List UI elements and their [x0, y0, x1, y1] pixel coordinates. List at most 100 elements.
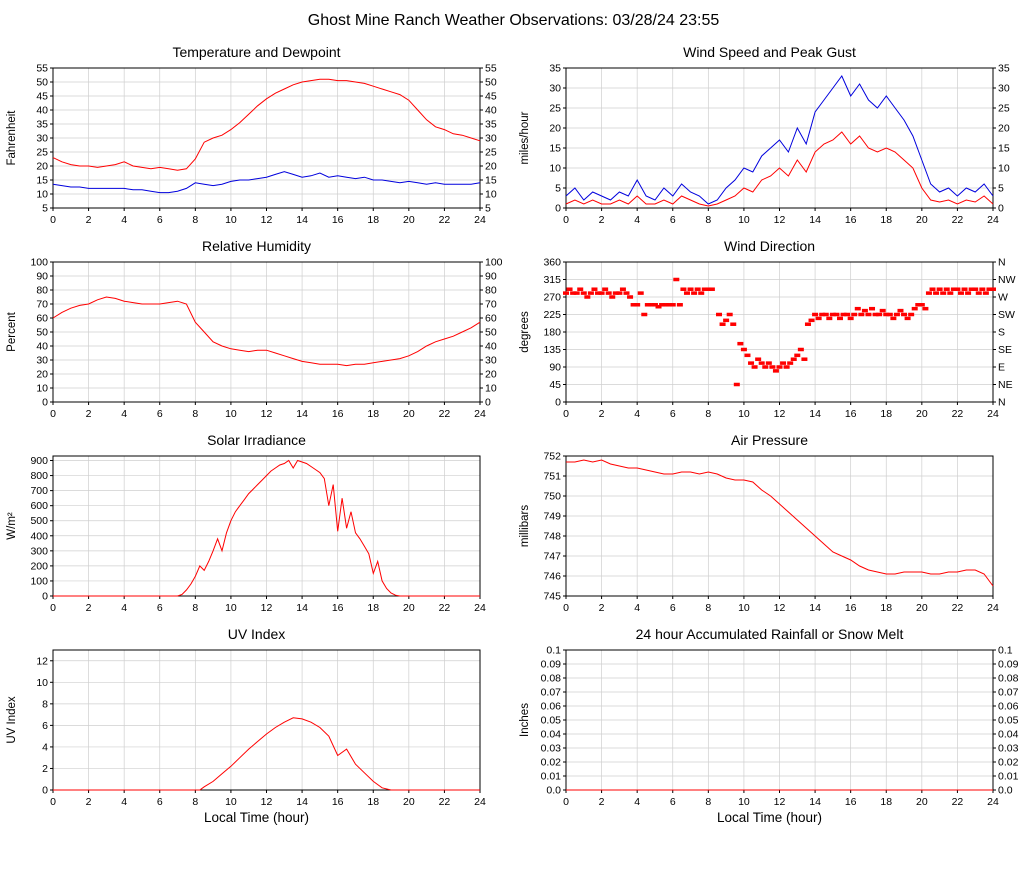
- svg-text:12: 12: [774, 602, 786, 614]
- svg-text:5: 5: [998, 183, 1004, 195]
- svg-text:15: 15: [998, 143, 1010, 155]
- svg-text:4: 4: [121, 214, 127, 226]
- svg-text:6: 6: [670, 408, 676, 420]
- svg-text:20: 20: [916, 408, 928, 420]
- svg-text:0: 0: [555, 397, 561, 409]
- svg-text:4: 4: [634, 602, 640, 614]
- svg-text:0: 0: [42, 591, 48, 603]
- svg-text:0: 0: [563, 214, 569, 226]
- svg-text:14: 14: [296, 796, 308, 808]
- svg-text:6: 6: [157, 214, 163, 226]
- svg-text:16: 16: [845, 408, 857, 420]
- svg-text:4: 4: [121, 408, 127, 420]
- svg-text:0.09: 0.09: [541, 659, 562, 671]
- svg-text:8: 8: [192, 408, 198, 420]
- svg-text:20: 20: [36, 369, 48, 381]
- svg-text:UV Index: UV Index: [6, 696, 18, 744]
- svg-text:35: 35: [36, 119, 48, 131]
- svg-text:40: 40: [485, 341, 497, 353]
- svg-text:0: 0: [50, 408, 56, 420]
- svg-text:18: 18: [880, 214, 892, 226]
- svg-text:10: 10: [998, 163, 1010, 175]
- svg-text:80: 80: [485, 285, 497, 297]
- svg-text:90: 90: [549, 362, 561, 374]
- svg-text:14: 14: [809, 408, 821, 420]
- svg-text:751: 751: [543, 471, 561, 483]
- svg-text:18: 18: [880, 408, 892, 420]
- svg-text:8: 8: [192, 602, 198, 614]
- svg-text:0.03: 0.03: [541, 743, 562, 755]
- svg-text:35: 35: [549, 63, 561, 75]
- svg-text:10: 10: [36, 677, 48, 689]
- svg-text:16: 16: [332, 408, 344, 420]
- svg-text:315: 315: [543, 274, 561, 286]
- svg-text:8: 8: [705, 214, 711, 226]
- svg-text:Percent: Percent: [6, 311, 18, 351]
- svg-text:16: 16: [332, 602, 344, 614]
- svg-text:degrees: degrees: [519, 311, 531, 353]
- svg-text:22: 22: [439, 602, 451, 614]
- svg-text:12: 12: [261, 796, 273, 808]
- svg-text:18: 18: [367, 602, 379, 614]
- svg-text:24: 24: [474, 602, 486, 614]
- svg-text:6: 6: [157, 796, 163, 808]
- svg-text:4: 4: [42, 741, 48, 753]
- svg-text:20: 20: [403, 796, 415, 808]
- svg-text:8: 8: [192, 796, 198, 808]
- svg-text:10: 10: [36, 383, 48, 395]
- svg-text:0.09: 0.09: [998, 659, 1019, 671]
- chart-title: Temperature and Dewpoint: [172, 44, 341, 60]
- svg-text:20: 20: [916, 602, 928, 614]
- svg-text:45: 45: [549, 379, 561, 391]
- svg-text:70: 70: [485, 299, 497, 311]
- svg-text:0.05: 0.05: [541, 715, 562, 727]
- chart-title: Air Pressure: [730, 432, 809, 448]
- svg-text:8: 8: [192, 214, 198, 226]
- svg-text:90: 90: [36, 271, 48, 283]
- chart-panel-uv-index: UV Index 0 2 4 6 8 10 12 0 2 4 6 8 10 12 14 16 18 20 22 24 U…: [3, 618, 510, 825]
- svg-text:15: 15: [36, 175, 48, 187]
- svg-text:0.05: 0.05: [998, 715, 1019, 727]
- svg-text:2: 2: [599, 796, 605, 808]
- chart-title: UV Index: [227, 626, 286, 642]
- svg-text:SW: SW: [998, 309, 1015, 321]
- svg-text:16: 16: [845, 796, 857, 808]
- svg-text:16: 16: [332, 796, 344, 808]
- svg-text:24: 24: [987, 796, 999, 808]
- svg-text:22: 22: [439, 796, 451, 808]
- svg-text:22: 22: [439, 214, 451, 226]
- svg-text:30: 30: [549, 83, 561, 95]
- svg-text:0.08: 0.08: [541, 673, 562, 685]
- svg-text:12: 12: [36, 655, 48, 667]
- svg-text:10: 10: [225, 796, 237, 808]
- chart-panel-wind-speed-gust: Wind Speed and Peak Gust 0 0 5 5 10 10 15 15 20 2…: [516, 36, 1023, 230]
- svg-text:NE: NE: [998, 379, 1013, 391]
- svg-text:0.1: 0.1: [546, 645, 561, 657]
- svg-text:millibars: millibars: [519, 505, 531, 547]
- svg-text:2: 2: [599, 214, 605, 226]
- svg-text:0: 0: [485, 397, 491, 409]
- x-axis-label: Local Time (hour): [203, 810, 310, 825]
- svg-text:747: 747: [543, 551, 561, 563]
- svg-text:20: 20: [403, 408, 415, 420]
- svg-text:miles/hour: miles/hour: [519, 111, 531, 164]
- svg-text:Inches: Inches: [519, 703, 531, 737]
- weather-dashboard: Ghost Mine Ranch Weather Observations: 0…: [3, 12, 1023, 825]
- svg-text:22: 22: [952, 602, 964, 614]
- svg-text:25: 25: [36, 147, 48, 159]
- svg-text:200: 200: [30, 560, 48, 572]
- svg-text:14: 14: [809, 602, 821, 614]
- svg-text:10: 10: [36, 189, 48, 201]
- svg-text:10: 10: [225, 408, 237, 420]
- svg-text:100: 100: [485, 257, 503, 269]
- svg-text:900: 900: [30, 455, 48, 467]
- svg-text:4: 4: [121, 602, 127, 614]
- svg-text:14: 14: [296, 408, 308, 420]
- svg-text:18: 18: [367, 796, 379, 808]
- svg-text:0.1: 0.1: [998, 645, 1013, 657]
- svg-text:0: 0: [42, 785, 48, 797]
- svg-text:25: 25: [998, 103, 1010, 115]
- svg-text:0: 0: [50, 796, 56, 808]
